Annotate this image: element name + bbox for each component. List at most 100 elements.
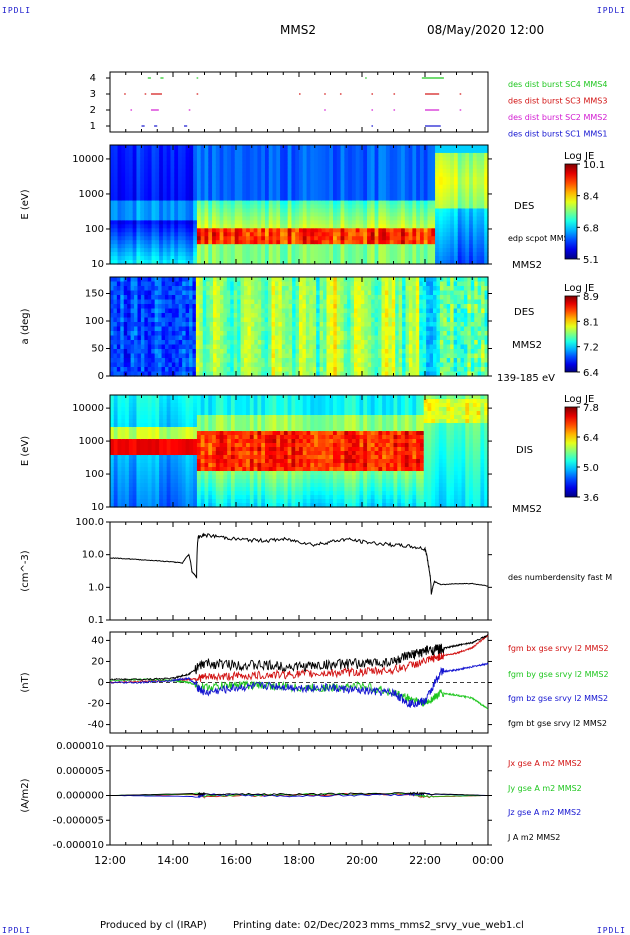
spectrogram-cell: [412, 236, 416, 241]
spectrogram-cell: [247, 327, 251, 332]
spectrogram-cell: [192, 363, 196, 368]
spectrogram-cell: [193, 205, 197, 210]
spectrogram-cell: [386, 169, 390, 174]
spectrogram-cell: [296, 295, 300, 300]
spectrogram-cell: [276, 149, 280, 154]
spectrogram-cell: [155, 216, 159, 221]
spectrogram-cell: [412, 185, 416, 190]
spectrogram-cell: [168, 282, 172, 287]
spectrogram-cell: [163, 205, 167, 210]
spectrogram-cell: [131, 363, 135, 368]
spectrogram-cell: [212, 173, 216, 178]
spectrogram-cell: [220, 232, 224, 237]
spectrogram-cell: [163, 193, 167, 198]
spectrogram-cell: [231, 205, 235, 210]
spectrogram-cell: [127, 313, 131, 318]
spectrogram-cell: [155, 318, 159, 323]
spectrogram-cell: [309, 309, 313, 314]
spectrogram-cell: [165, 331, 169, 336]
spectrogram-cell: [131, 291, 135, 296]
spectrogram-cell: [148, 165, 152, 170]
spectrogram-cell: [241, 358, 245, 363]
spectrogram-cell: [227, 193, 231, 198]
spectrogram-cell: [140, 149, 144, 154]
spectrogram-cell: [378, 277, 382, 282]
spectrogram-cell: [428, 161, 432, 166]
spectrogram-cell: [254, 232, 258, 237]
spectrogram-cell: [341, 212, 345, 217]
spectrogram-cell: [412, 240, 416, 245]
spectrogram-cell: [216, 205, 220, 210]
spectrogram-cell: [244, 363, 248, 368]
spectrogram-cell: [364, 300, 368, 305]
spectrogram-cell: [344, 367, 348, 372]
pitch-angle-spectrogram: [110, 277, 489, 377]
spectrogram-cell: [477, 173, 481, 178]
spectrogram-cell: [285, 345, 289, 350]
spectrogram-cell: [186, 208, 190, 213]
spectrogram-cell: [333, 145, 337, 150]
spectrogram-cell: [284, 173, 288, 178]
spectrogram-cell: [155, 165, 159, 170]
spectrogram-cell: [348, 185, 352, 190]
spectrogram-cell: [368, 304, 372, 309]
spectrogram-cell: [159, 149, 163, 154]
spectrogram-cell: [231, 145, 235, 150]
spectrogram-cell: [299, 216, 303, 221]
spectrogram-cell: [216, 252, 220, 257]
spectrogram-cell: [159, 248, 163, 253]
spectrogram-cell: [291, 240, 295, 245]
spectrogram-cell: [131, 304, 135, 309]
spectrogram-cell: [261, 252, 265, 257]
spectrogram-cell: [424, 205, 428, 210]
spectrogram-cell: [420, 228, 424, 233]
spectrogram-cell: [375, 354, 379, 359]
spectrogram-cell: [137, 282, 141, 287]
spectrogram-cell: [361, 322, 365, 327]
spectrogram-cell: [388, 327, 392, 332]
spectrogram-cell: [341, 185, 345, 190]
spectrogram-cell: [174, 216, 178, 221]
spectrogram-cell: [168, 309, 172, 314]
spectrogram-cell: [144, 304, 148, 309]
spectrogram-cell: [299, 145, 303, 150]
spectrogram-cell: [179, 322, 183, 327]
spectrogram-cell: [261, 256, 265, 261]
spectrogram-cell: [110, 224, 114, 229]
spectrogram-cell: [151, 322, 155, 327]
spectrogram-cell: [175, 295, 179, 300]
spectrogram-cell: [261, 212, 265, 217]
spectrogram-cell: [234, 304, 238, 309]
spectrogram-cell: [251, 331, 255, 336]
spectrogram-cell: [388, 277, 392, 282]
spectrogram-cell: [344, 327, 348, 332]
spectrogram-cell: [344, 313, 348, 318]
spectrogram-cell: [165, 318, 169, 323]
spectrogram-cell: [114, 145, 118, 150]
spectrogram-cell: [199, 300, 203, 305]
spectrogram-cell: [163, 236, 167, 241]
spectrogram-cell: [201, 208, 205, 213]
spectrogram-cell: [141, 336, 145, 341]
spectrogram-cell: [152, 181, 156, 186]
spectrogram-cell: [354, 340, 358, 345]
spectrogram-cell: [394, 177, 398, 182]
spectrogram-cell: [368, 336, 372, 341]
spectrogram-cell: [162, 282, 166, 287]
spectrogram-cell: [401, 224, 405, 229]
spectrogram-cell: [182, 244, 186, 249]
spectrogram-cell: [241, 300, 245, 305]
spectrogram-cell: [428, 220, 432, 225]
spectrogram-cell: [178, 220, 182, 225]
spectrogram-cell: [306, 363, 310, 368]
spectrogram-cell: [250, 149, 254, 154]
spectrogram-cell: [385, 322, 389, 327]
spectrogram-cell: [235, 185, 239, 190]
spectrogram-cell: [121, 256, 125, 261]
spectrogram-cell: [386, 252, 390, 257]
spectrogram-cell: [175, 304, 179, 309]
spectrogram-cell: [412, 177, 416, 182]
spectrogram-cell: [284, 197, 288, 202]
spectrogram-cell: [178, 197, 182, 202]
spectrogram-cell: [151, 313, 155, 318]
